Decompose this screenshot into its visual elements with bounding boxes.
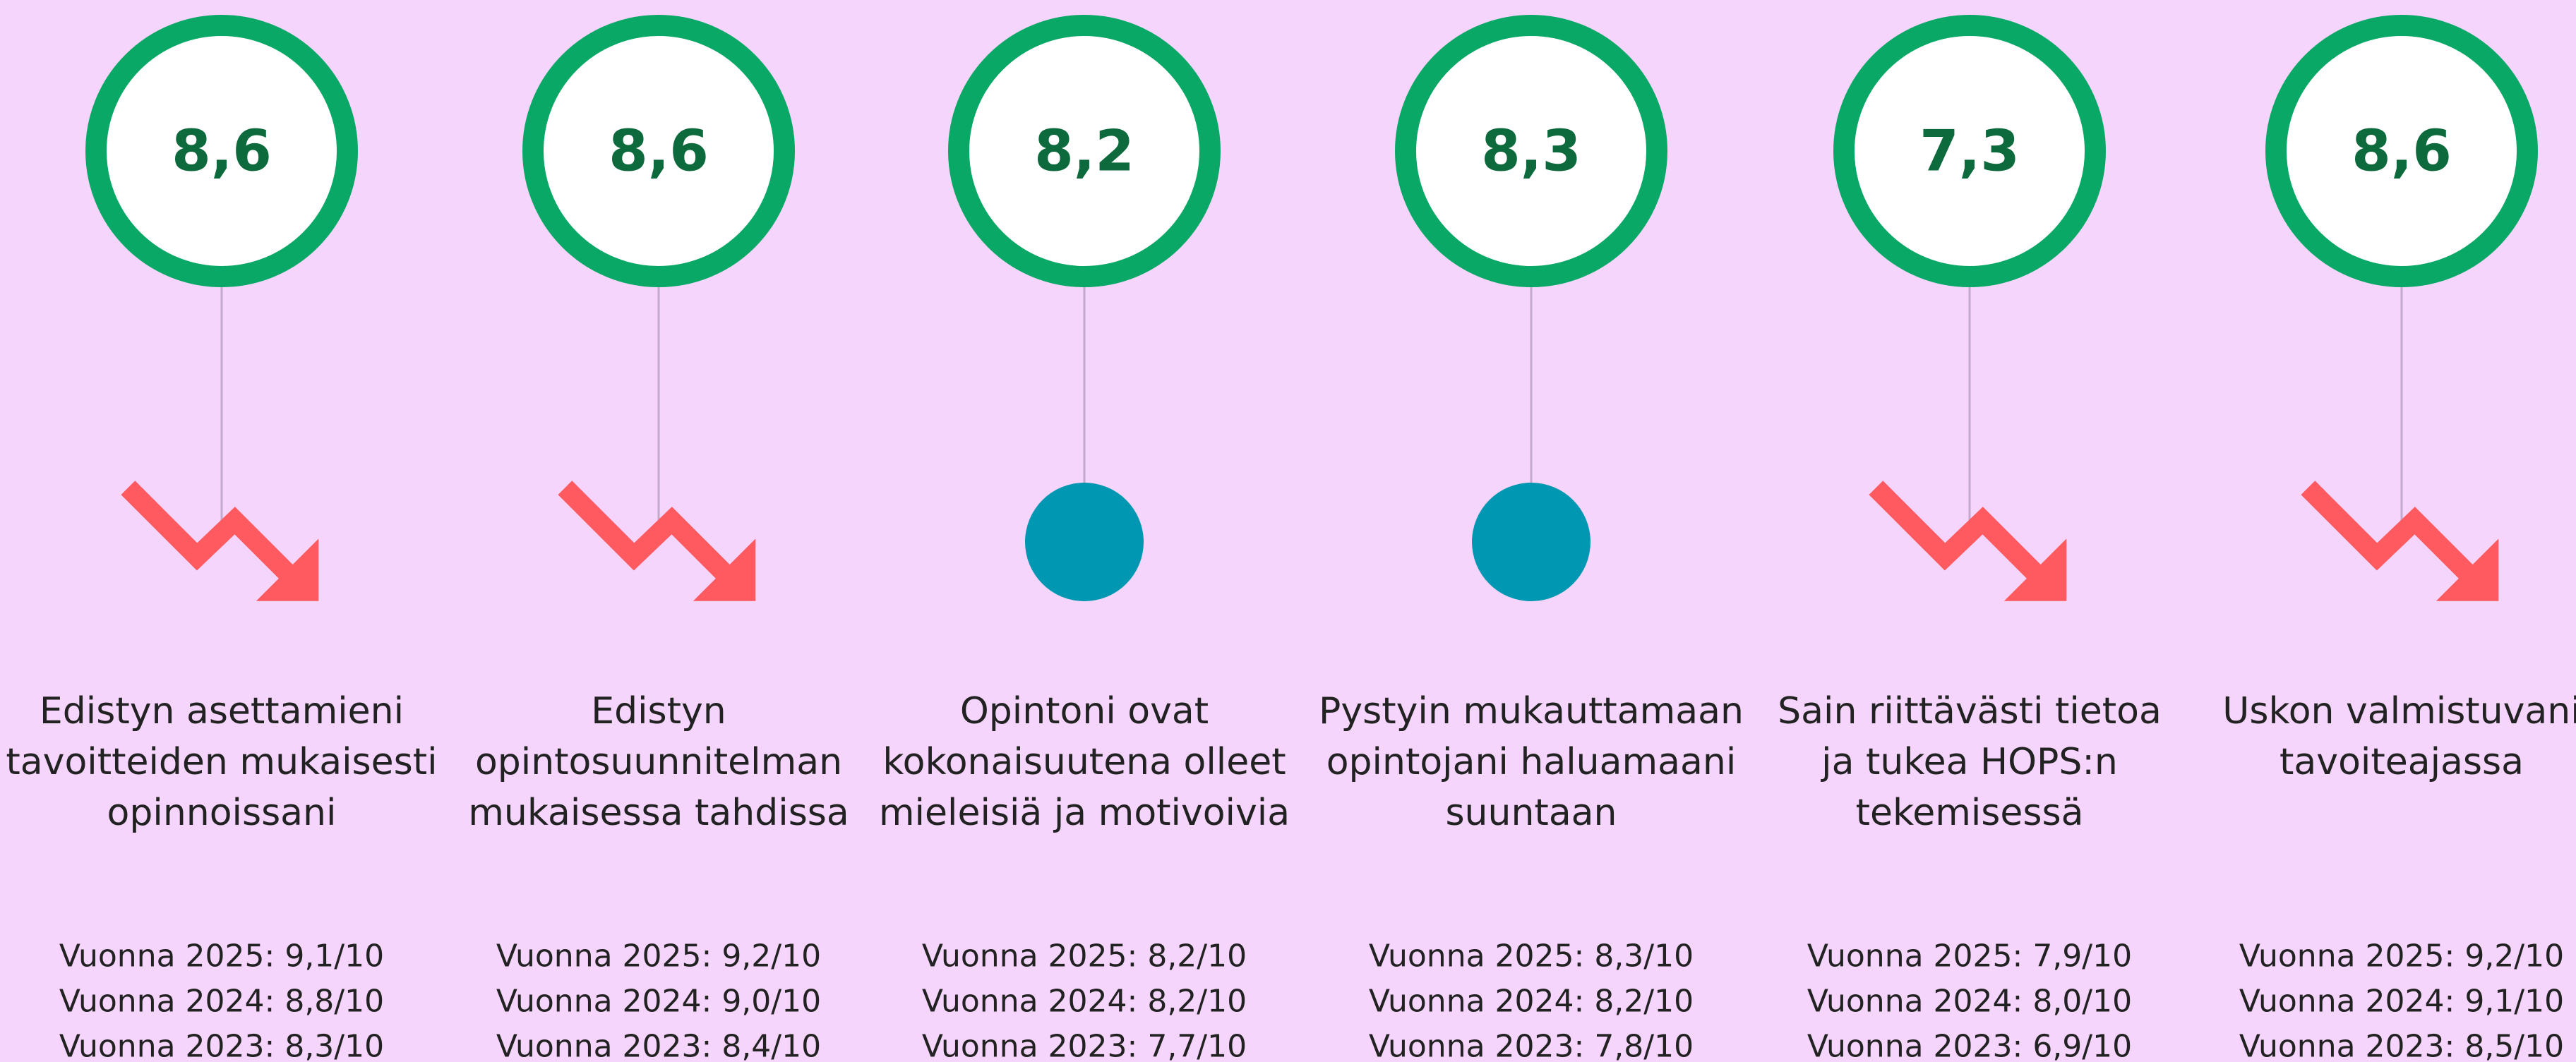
score-ring [948,15,1221,287]
history-line: Vuonna 2023: 6,9/10 [1807,1029,2132,1062]
statement-line: suuntaan [1445,792,1617,834]
statement-line: opintojani haluamaani [1326,741,1737,783]
trend-arrow-head [256,538,319,601]
score: 7,3 [1919,119,2020,184]
history-line: Vuonna 2025: 9,1/10 [59,939,384,974]
trend-down-arrow [1869,481,2046,584]
score-ring [522,15,795,287]
history-line: Vuonna 2023: 7,8/10 [1369,1029,1694,1062]
history-line: Vuonna 2024: 8,8/10 [59,984,384,1020]
history-line: Vuonna 2023: 7,7/10 [922,1029,1247,1062]
history-line: Vuonna 2025: 8,3/10 [1369,939,1694,974]
score-ring [2265,15,2538,287]
history-line: Vuonna 2025: 8,2/10 [922,939,1247,974]
trend-stable-dot [1025,483,1144,601]
statement-line: Uskon valmistuvani [2222,690,2576,732]
history-line: Vuonna 2024: 9,0/10 [496,984,821,1020]
history-line: Vuonna 2025: 9,2/10 [496,939,821,974]
statement-line: mukaisessa tahdissa [468,792,849,834]
trend-arrow-head [693,538,756,601]
score: 8,6 [2352,119,2452,184]
trend-down-arrow [121,481,298,584]
history-line: Vuonna 2024: 8,2/10 [922,984,1247,1020]
history-line: Vuonna 2023: 8,3/10 [59,1029,384,1062]
score-ring [1833,15,2106,287]
score: 8,3 [1481,119,1581,184]
trend-arrow-head [2003,538,2067,601]
trend-arrow-head [2436,538,2499,601]
trend-stable-dot [1472,483,1590,601]
history-line: Vuonna 2024: 8,0/10 [1807,984,2132,1020]
trend-down-arrow [2301,481,2478,584]
statement-line: Pystyin mukauttamaan [1319,690,1744,732]
score: 8,6 [609,119,709,184]
history-line: Vuonna 2024: 9,1/10 [2239,984,2564,1020]
statement-line: ja tukea HOPS:n [1821,741,2118,783]
history-line: Vuonna 2024: 8,2/10 [1369,984,1694,1020]
statement-line: mieleisiä ja motivoivia [879,792,1290,834]
statement-line: tavoiteajassa [2280,741,2524,783]
statement-line: opinnoissani [107,792,337,834]
statement-line: tavoitteiden mukaisesti [6,741,437,783]
score-ring [1395,15,1667,287]
history-line: Vuonna 2023: 8,4/10 [496,1029,821,1062]
history-line: Vuonna 2023: 8,5/10 [2239,1029,2564,1062]
statement-line: opintosuunnitelman [475,741,842,783]
trend-down-arrow [558,481,735,584]
statement-line: Sain riittävästi tietoa [1778,690,2162,732]
statement-line: Edistyn asettamieni [40,690,404,732]
statement-line: Opintoni ovat [960,690,1209,732]
score-ring [85,15,358,287]
statement-line: tekemisessä [1856,792,2084,834]
history-line: Vuonna 2025: 9,2/10 [2239,939,2564,974]
statement-line: kokonaisuutena olleet [882,741,1286,783]
history-line: Vuonna 2025: 7,9/10 [1807,939,2132,974]
statement-line: Edistyn [591,690,726,732]
score: 8,2 [1034,119,1134,184]
score: 8,6 [172,119,272,184]
